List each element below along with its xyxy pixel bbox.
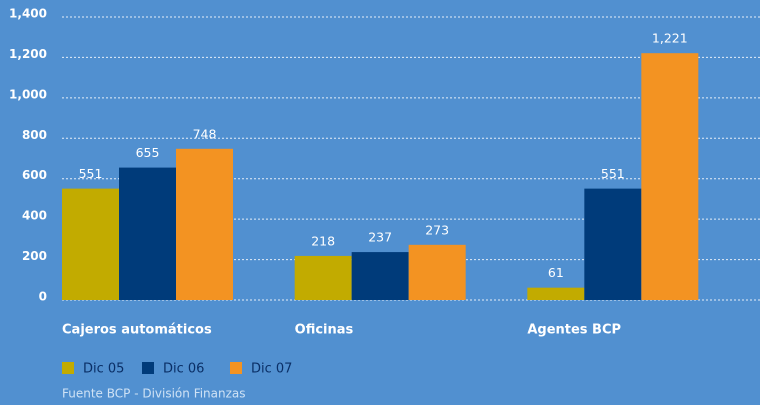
bar	[408, 244, 466, 300]
legend-label: Dic 07	[251, 362, 292, 377]
y-tick-label: 0	[39, 290, 47, 304]
value-label: 551	[601, 166, 625, 181]
y-tick-label: 1,400	[9, 7, 47, 21]
legend-label: Dic 05	[83, 362, 124, 377]
y-tick-label: 600	[22, 168, 47, 182]
legend-label: Dic 06	[163, 362, 204, 377]
legend-swatch	[230, 362, 242, 374]
value-label: 61	[548, 265, 564, 280]
x-tick-label: Oficinas	[295, 323, 354, 338]
value-label: 551	[79, 166, 103, 181]
value-label: 1,221	[652, 31, 688, 46]
y-tick-label: 400	[22, 209, 47, 223]
value-label: 237	[368, 230, 392, 245]
value-label: 273	[425, 222, 449, 237]
bar	[527, 287, 585, 300]
bar	[294, 255, 352, 300]
value-label: 218	[311, 233, 335, 248]
value-label: 655	[136, 145, 160, 160]
bar	[641, 53, 699, 301]
y-tick-label: 1,200	[9, 47, 47, 61]
source-note: Fuente BCP - División Finanzas	[62, 387, 246, 401]
bar	[176, 148, 233, 300]
bar	[62, 188, 119, 300]
y-tick-label: 800	[22, 128, 47, 142]
y-tick-label: 1,000	[9, 87, 47, 101]
bar	[351, 252, 409, 300]
x-tick-label: Cajeros automáticos	[62, 323, 212, 338]
x-tick-label: Agentes BCP	[527, 323, 621, 338]
y-tick-label: 200	[22, 249, 47, 263]
bar	[119, 167, 176, 300]
bar	[584, 188, 642, 300]
value-label: 748	[193, 126, 217, 141]
legend-swatch	[142, 362, 154, 374]
legend-swatch	[62, 362, 74, 374]
